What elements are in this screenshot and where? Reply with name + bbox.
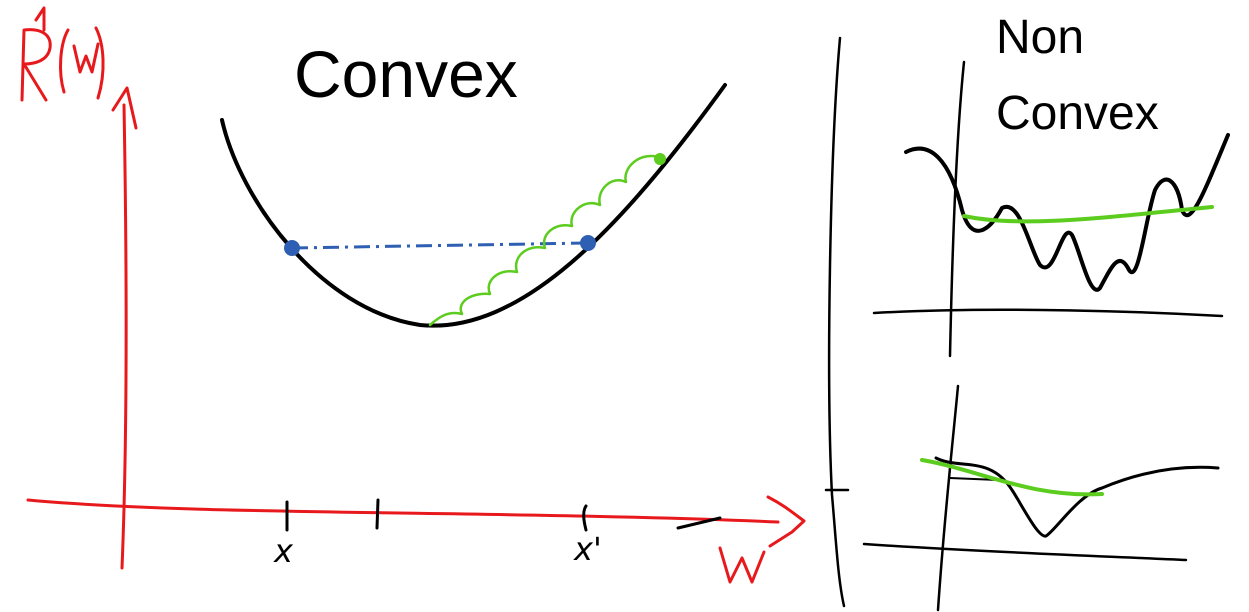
convex-title: Convex	[294, 37, 518, 111]
convex-curve	[220, 83, 727, 328]
bottom-dash	[949, 477, 999, 481]
nonconvex-title-line2: Convex	[996, 87, 1159, 140]
nonconvex-plot-top	[872, 60, 1230, 358]
bottom-curve	[934, 456, 1220, 538]
top-curve	[904, 133, 1230, 292]
nonconvex-title-line1: Non	[996, 11, 1085, 64]
y-axis-w	[72, 42, 100, 74]
y-axis-paren-open	[59, 28, 70, 94]
top-green-path	[962, 205, 1214, 224]
chord-line	[291, 241, 589, 250]
y-axis-paren-close	[94, 26, 105, 100]
bottom-x-axis	[862, 542, 1188, 562]
chord-point-x	[284, 240, 300, 256]
bottom-green-path	[920, 458, 1104, 497]
descent-path	[428, 154, 664, 327]
bottom-y-axis	[936, 384, 960, 612]
chord-point-x-prime	[580, 235, 596, 251]
tick-label-x-prime: x'	[574, 530, 602, 568]
x-axis	[26, 498, 780, 524]
y-axis	[120, 103, 128, 570]
divider-line	[827, 36, 846, 608]
y-axis-arrowhead	[111, 86, 138, 130]
tick-label-x: x	[274, 532, 293, 570]
x-axis-label-mark	[718, 546, 766, 584]
panel-divider	[824, 36, 850, 608]
nonconvex-plot-bottom	[862, 384, 1220, 612]
y-axis-hat	[34, 6, 46, 32]
tick-x-prime	[582, 504, 588, 532]
top-x-axis	[872, 308, 1224, 318]
tick-mid	[375, 498, 380, 530]
axis-overlap-mark	[676, 516, 722, 530]
x-axis-arrowhead	[766, 495, 806, 548]
red-axes	[20, 6, 806, 584]
x-ticks	[285, 498, 722, 532]
top-y-axis	[948, 60, 966, 358]
descent-start-point	[654, 153, 666, 165]
y-axis-label-mark	[20, 28, 52, 102]
